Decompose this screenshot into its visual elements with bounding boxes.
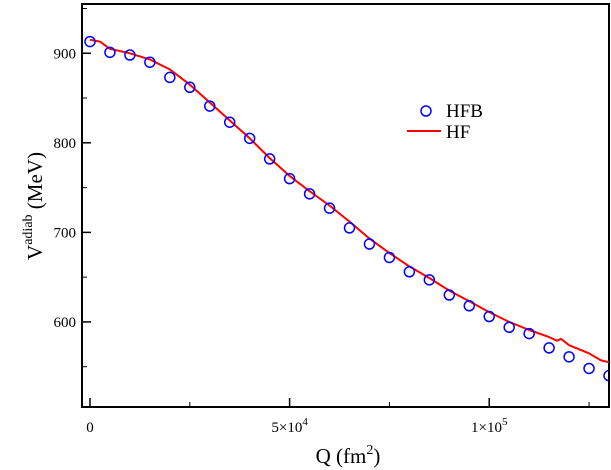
y-tick-label: 900	[54, 46, 77, 62]
y-axis-title-sup: adiab	[21, 214, 36, 244]
x-tick-label: 0	[86, 420, 94, 436]
x-tick-label-main: 1×10	[471, 420, 502, 436]
y-tick-label: 800	[54, 136, 77, 152]
plot-frame	[81, 3, 610, 408]
y-tick-label: 700	[54, 225, 77, 241]
x-tick-label: 1×105	[471, 416, 508, 436]
data-point-hfb	[603, 369, 609, 382]
data-point-hfb	[164, 71, 176, 84]
series-line-hf	[89, 38, 609, 364]
data-point-hfb	[243, 132, 256, 145]
y-axis-title-main: V	[23, 245, 47, 260]
data-point-hfb	[443, 289, 456, 301]
x-axis-title-tail: )	[373, 444, 380, 468]
y-tick-label: 600	[54, 315, 77, 331]
x-axis-title-sup: 2	[366, 443, 373, 458]
data-point-hfb	[523, 327, 535, 340]
data-point-hfb	[583, 362, 595, 375]
data-point-hfb	[223, 116, 236, 128]
data-point-hfb	[323, 202, 336, 214]
data-point-hfb	[343, 222, 356, 234]
data-point-hfb	[104, 46, 116, 59]
data-point-hfb	[363, 238, 376, 250]
data-point-hfb	[144, 56, 156, 68]
data-point-hfb	[483, 310, 495, 323]
data-point-hfb	[263, 153, 276, 165]
axis-ticks: 600 700 800 900 0 5×104 1×105	[54, 7, 590, 436]
legend-hfb-label: HFB	[446, 101, 483, 122]
data-point-hfb	[463, 300, 476, 312]
data-point-hfb	[124, 49, 136, 61]
legend-hf-label: HF	[446, 122, 470, 143]
x-axis-title: Q (fm2)	[316, 443, 381, 468]
x-tick-label-main: 0	[86, 420, 94, 436]
data-point-hfb	[403, 266, 416, 278]
x-tick-label-sup: 4	[302, 416, 308, 428]
x-axis-title-main: Q (fm	[316, 444, 367, 468]
x-tick-label-main: 5×10	[271, 420, 302, 436]
data-point-hfb	[303, 188, 316, 200]
data-point-hfb	[84, 35, 96, 48]
x-tick-label-sup: 5	[502, 416, 508, 428]
legend-hfb-marker	[420, 105, 432, 117]
x-tick-label: 5×104	[271, 416, 308, 436]
data-point-hfb	[184, 81, 196, 94]
data-point-hfb	[503, 321, 515, 334]
data-point-hfb	[563, 351, 575, 363]
legend: HFB HF	[407, 101, 483, 143]
y-axis-title-tail: (MeV)	[23, 152, 47, 214]
data-point-hfb	[543, 342, 555, 354]
series-layer	[84, 35, 609, 382]
data-point-hfb	[423, 274, 436, 286]
y-axis-title: Vadiab (MeV)	[21, 152, 47, 260]
data-point-hfb	[283, 172, 296, 185]
data-point-hfb	[204, 100, 216, 112]
data-point-hfb	[383, 251, 396, 264]
